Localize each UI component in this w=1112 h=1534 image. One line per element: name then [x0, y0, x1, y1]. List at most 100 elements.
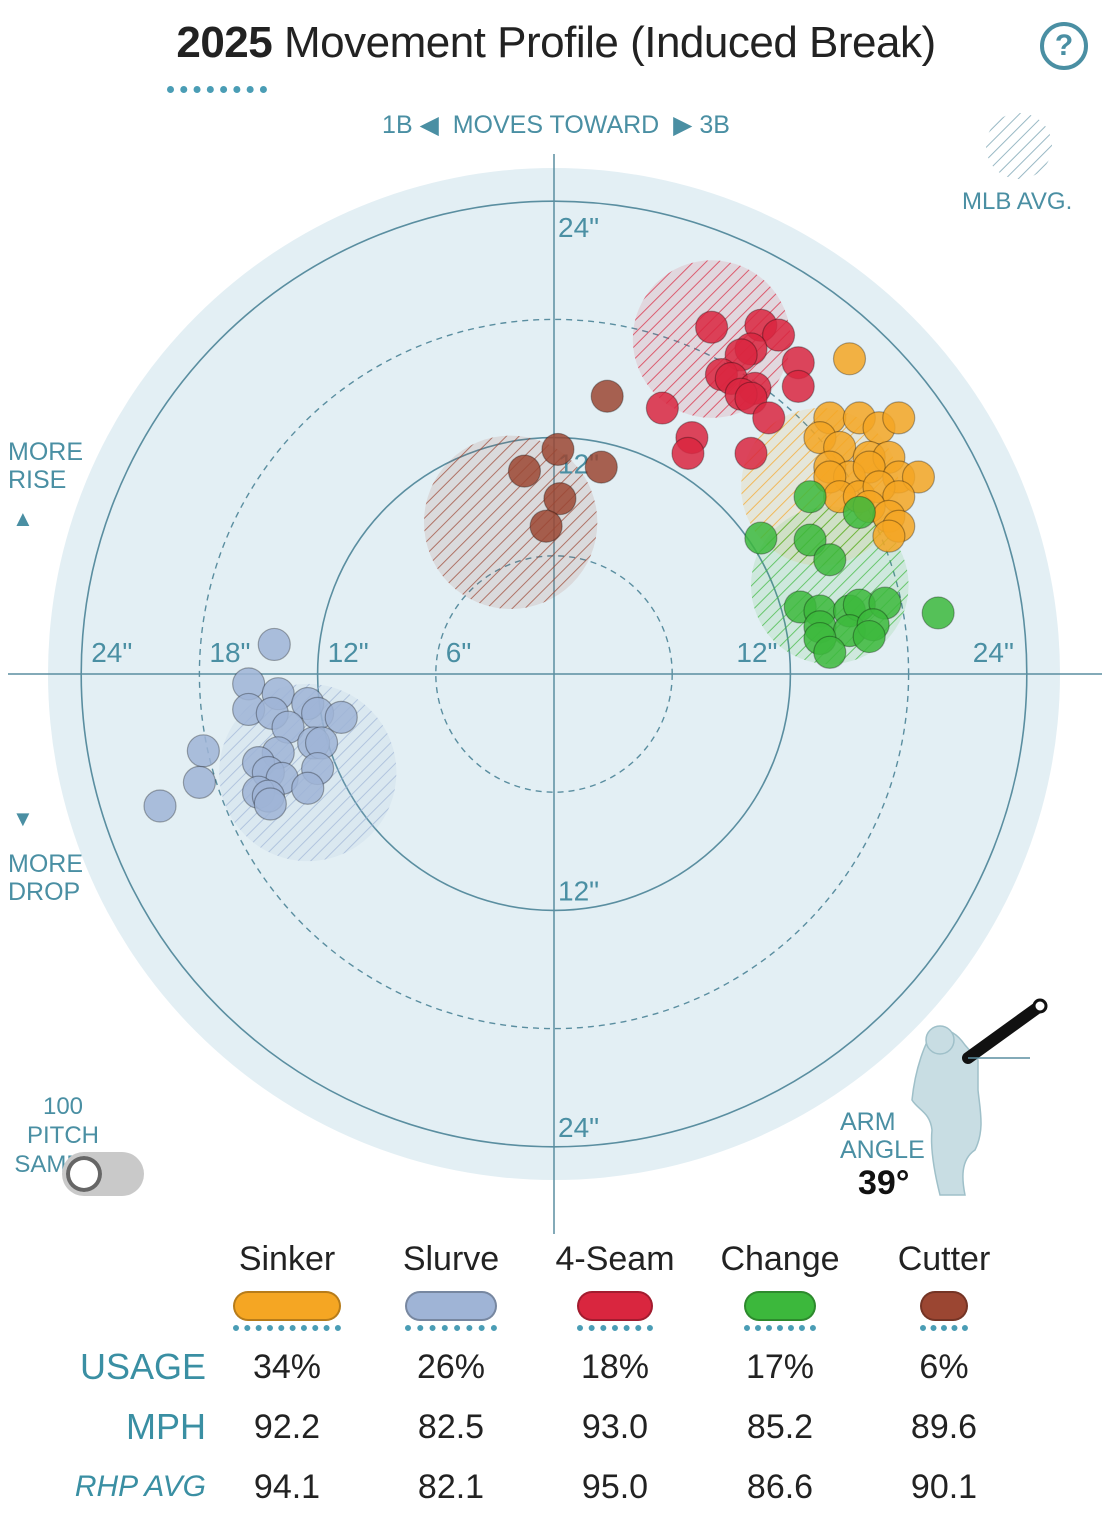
point-change[interactable]: [813, 635, 847, 669]
legend-underline: [920, 1325, 968, 1331]
point-change[interactable]: [842, 495, 876, 530]
more-rise-label: MORE RISE: [8, 438, 83, 494]
tick-bottom-24: 24": [558, 1112, 599, 1143]
legend-item-sinker[interactable]: Sinker: [217, 1240, 357, 1331]
point-4-seam[interactable]: [761, 318, 796, 352]
point-cutter[interactable]: [543, 482, 577, 516]
arm-angle-label: ARM ANGLE: [840, 1108, 925, 1164]
toggle-knob: [66, 1156, 102, 1192]
more-drop-label: MORE DROP: [8, 850, 83, 906]
title-text: Movement Profile (Induced Break): [283, 18, 936, 67]
cell-change: 86.6: [746, 1468, 814, 1506]
point-cutter[interactable]: [584, 450, 618, 484]
point-change[interactable]: [852, 619, 886, 654]
cell-slurve: 26%: [416, 1348, 486, 1386]
cell-sinker: 34%: [252, 1348, 322, 1386]
more-rise-line2: RISE: [8, 466, 67, 494]
arm-angle-value: 39°: [858, 1164, 910, 1202]
arm-angle-line1: ARM: [840, 1108, 896, 1136]
row-label-rhp-avg: RHP AVG: [74, 1470, 206, 1503]
title-year: 2025: [176, 18, 273, 67]
legend-name: Sinker: [238, 1240, 336, 1278]
mlb-avg-cutter: [423, 435, 598, 609]
point-change[interactable]: [744, 521, 778, 555]
row-label-usage: USAGE: [79, 1346, 206, 1387]
point-4-seam[interactable]: [671, 436, 705, 470]
point-sinker[interactable]: [882, 401, 916, 435]
legend-swatch: [577, 1291, 653, 1321]
pitcher-arm-angle-icon: [911, 998, 1048, 1196]
arm-angle-line2: ANGLE: [840, 1136, 925, 1164]
point-change[interactable]: [793, 480, 827, 514]
legend-swatch: [744, 1291, 816, 1321]
direction-right: 3B: [699, 111, 730, 139]
point-4-seam[interactable]: [781, 369, 815, 403]
point-4-seam[interactable]: [694, 310, 729, 344]
cell-change: 85.2: [746, 1408, 814, 1446]
row-label-mph: MPH: [126, 1406, 206, 1447]
help-button[interactable]: ?: [1040, 22, 1088, 70]
point-sinker[interactable]: [901, 460, 936, 494]
tick-left-6: 6": [446, 637, 472, 668]
mlb-avg-label: MLB AVG.: [962, 188, 1073, 215]
chart-title: 2025 Movement Profile (Induced Break): [0, 18, 1112, 68]
legend-swatch: [405, 1291, 497, 1321]
cell-fourseam: 93.0: [581, 1408, 649, 1446]
point-cutter[interactable]: [529, 509, 563, 543]
legend-name: Change: [720, 1240, 840, 1278]
legend-underline: [577, 1325, 653, 1331]
cell-fourseam: 95.0: [581, 1468, 649, 1506]
point-slurve[interactable]: [257, 627, 291, 662]
movement-chart: 24" 18" 12" 6" 12" 24"24"12"12"24": [8, 113, 1102, 1234]
cell-change: 17%: [745, 1348, 815, 1386]
point-change[interactable]: [921, 596, 955, 630]
point-cutter[interactable]: [507, 454, 542, 488]
cell-sinker: 92.2: [253, 1408, 321, 1446]
cell-cutter: 90.1: [910, 1468, 978, 1506]
more-rise-line1: MORE: [8, 438, 83, 466]
up-arrow-icon: ▲: [12, 506, 34, 531]
point-sinker[interactable]: [832, 342, 867, 376]
legend-name: Slurve: [402, 1240, 500, 1278]
cell-sinker: 94.1: [253, 1468, 321, 1506]
point-sinker[interactable]: [872, 519, 906, 553]
point-cutter[interactable]: [590, 379, 624, 413]
tick-left-12: 12": [328, 637, 369, 668]
point-slurve[interactable]: [186, 734, 220, 768]
more-drop-line1: MORE: [8, 850, 83, 878]
down-arrow-icon: ▼: [12, 806, 34, 831]
point-slurve[interactable]: [253, 787, 287, 821]
cell-slurve: 82.1: [417, 1468, 485, 1506]
legend-underline: [744, 1325, 816, 1331]
point-4-seam[interactable]: [752, 401, 786, 435]
arrow-left-icon: ◀: [419, 111, 439, 139]
direction-middle: MOVES TOWARD: [452, 111, 660, 139]
legend-name: Cutter: [897, 1240, 991, 1278]
point-cutter[interactable]: [541, 432, 575, 467]
legend-swatch: [233, 1291, 341, 1321]
tick-right-24: 24": [973, 637, 1014, 668]
tick-left-18: 18": [209, 637, 250, 668]
point-change[interactable]: [793, 523, 827, 557]
legend-underline: [233, 1325, 341, 1331]
title-year-underline: [167, 86, 267, 93]
legend-item-slurve[interactable]: Slurve: [381, 1240, 521, 1331]
point-4-seam[interactable]: [734, 436, 768, 470]
cell-fourseam: 18%: [580, 1348, 650, 1386]
point-change[interactable]: [813, 543, 847, 577]
legend-item-change[interactable]: Change: [710, 1240, 850, 1331]
point-slurve[interactable]: [291, 771, 325, 805]
legend-underline: [405, 1325, 497, 1331]
tick-bottom-12: 12": [558, 875, 599, 906]
tick-top-24: 24": [558, 212, 599, 243]
point-slurve[interactable]: [324, 700, 358, 734]
legend-item-cutter[interactable]: Cutter: [874, 1240, 1014, 1331]
legend-item-fourseam[interactable]: 4-Seam: [545, 1240, 685, 1331]
point-slurve[interactable]: [143, 789, 177, 823]
cell-cutter: 6%: [919, 1348, 969, 1386]
sample-toggle-switch[interactable]: [62, 1152, 144, 1196]
point-slurve[interactable]: [182, 765, 216, 799]
legend-swatch: [920, 1291, 968, 1321]
tick-right-12: 12": [736, 637, 777, 668]
point-4-seam[interactable]: [645, 391, 679, 425]
